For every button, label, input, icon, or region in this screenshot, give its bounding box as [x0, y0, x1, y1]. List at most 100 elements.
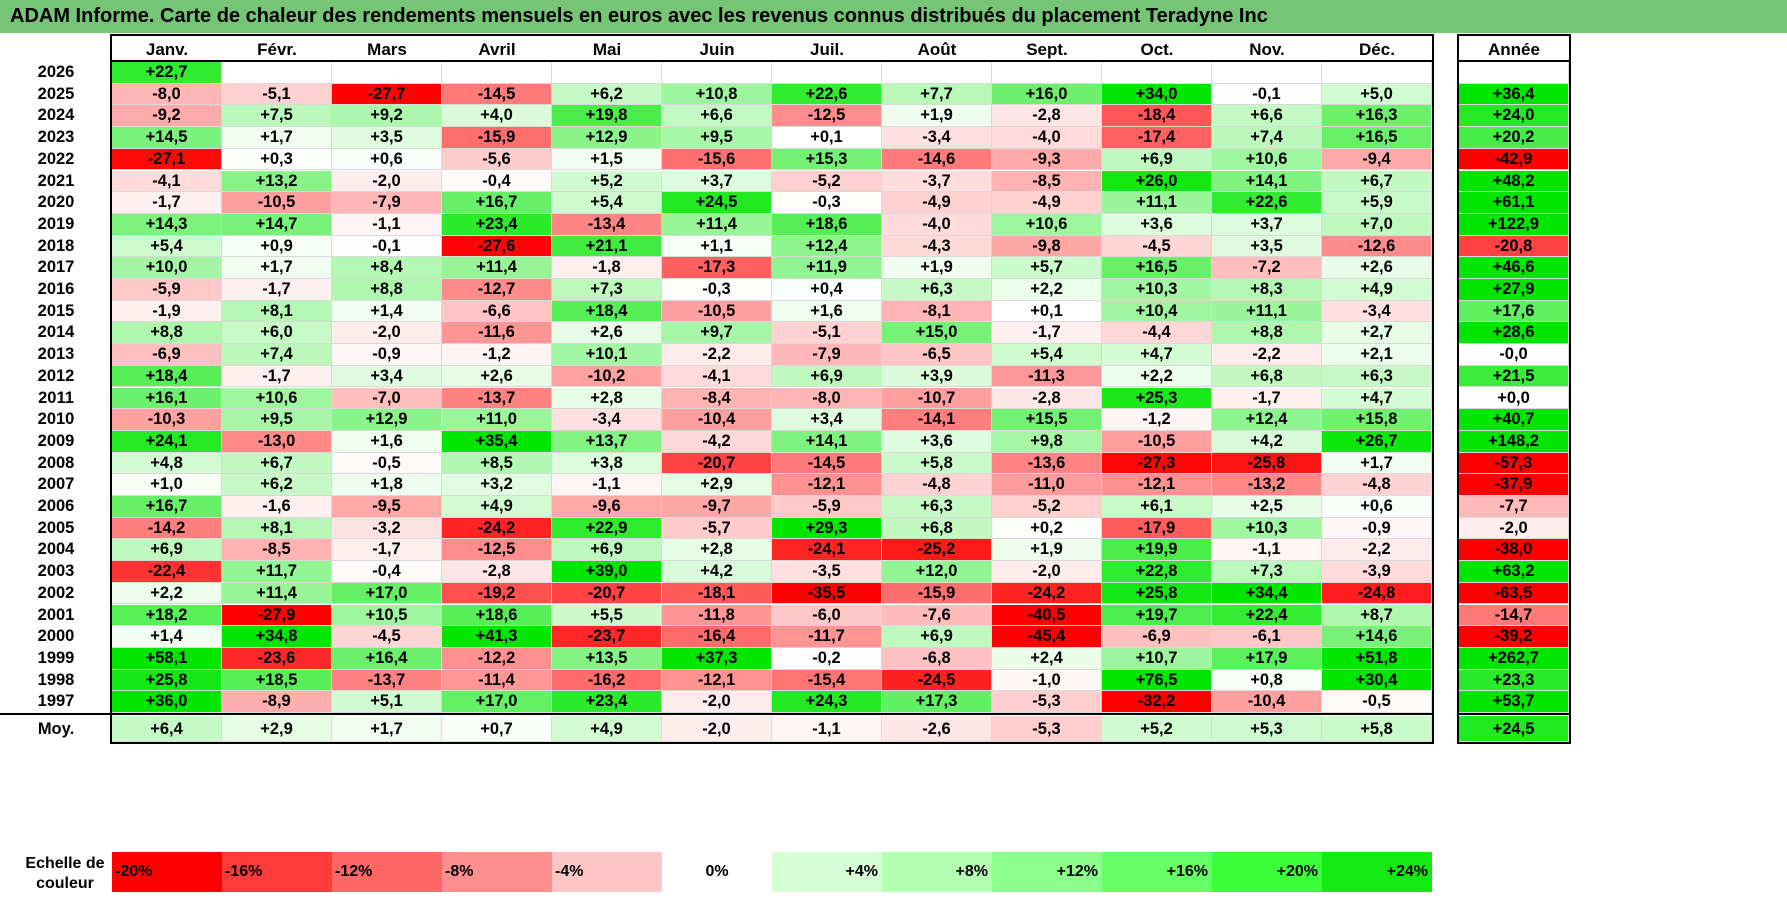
year-label: 2000 — [37, 627, 75, 646]
heatmap-cell: +7,3 — [552, 279, 662, 301]
heatmap-cell: -0,4 — [332, 561, 442, 583]
heatmap-cell: -1,2 — [1102, 409, 1212, 431]
heatmap-cell: -27,3 — [1102, 452, 1212, 475]
heatmap-cell: +3,6 — [1102, 213, 1212, 236]
heatmap-cell: +4,7 — [1102, 344, 1212, 366]
monthly-frame — [110, 34, 1434, 744]
scale-swatch: -16% — [222, 852, 332, 892]
heatmap-cell — [882, 62, 992, 84]
annual-cell: +262,7 — [1459, 647, 1569, 670]
heatmap-cell: +4,2 — [1212, 430, 1322, 453]
heatmap-cell: +3,2 — [442, 474, 552, 496]
heatmap-cell: +16,7 — [442, 192, 552, 214]
heatmap-cell: +5,1 — [332, 691, 442, 713]
heatmap-cell: +10,6 — [992, 213, 1102, 236]
heatmap-cell: +0,3 — [222, 148, 332, 171]
annual-cell: +48,2 — [1459, 170, 1569, 193]
heatmap-cell: -7,6 — [882, 604, 992, 627]
heatmap-cell: -4,2 — [662, 430, 772, 453]
annual-cell: -37,9 — [1459, 474, 1569, 496]
annual-cell: +122,9 — [1459, 213, 1569, 236]
heatmap-cell: -15,6 — [662, 148, 772, 171]
heatmap-cell: +7,7 — [882, 83, 992, 106]
heatmap-cell: +9,7 — [662, 322, 772, 345]
heatmap-cell: +21,1 — [552, 235, 662, 258]
annual-cell: +0,0 — [1459, 387, 1569, 410]
annual-cell: +61,1 — [1459, 192, 1569, 214]
month-header: Févr. — [257, 40, 297, 59]
heatmap-cell: -0,9 — [1322, 517, 1432, 540]
year-label: 2020 — [37, 193, 75, 212]
heatmap-cell: -20,7 — [662, 452, 772, 475]
heatmap-cell: +1,4 — [112, 626, 222, 648]
annual-cell: -57,3 — [1459, 452, 1569, 475]
heatmap-cell: -2,2 — [1322, 539, 1432, 562]
heatmap-cell: +34,0 — [1102, 83, 1212, 106]
heatmap-cell: +15,0 — [882, 322, 992, 345]
heatmap-cell: +1,9 — [882, 257, 992, 279]
average-cell: -2,6 — [882, 716, 992, 742]
heatmap-cell: -20,7 — [552, 582, 662, 605]
year-label: 2026 — [37, 63, 75, 81]
heatmap-cell: -25,8 — [1212, 452, 1322, 475]
heatmap-cell: +22,7 — [112, 62, 222, 84]
heatmap-cell: +14,3 — [112, 213, 222, 236]
heatmap-cell: -12,1 — [662, 669, 772, 692]
heatmap-cell: -10,5 — [1102, 430, 1212, 453]
annual-header-divider — [1459, 60, 1569, 62]
scale-swatch: +24% — [1322, 852, 1432, 892]
heatmap-cell: -2,0 — [662, 691, 772, 713]
heatmap-cell: -17,3 — [662, 257, 772, 279]
scale-swatch: -20% — [112, 852, 222, 892]
heatmap-cell: +9,5 — [662, 127, 772, 149]
heatmap-cell: +16,1 — [112, 387, 222, 410]
year-label: 2022 — [37, 149, 75, 168]
annual-cell: +27,9 — [1459, 279, 1569, 301]
heatmap-cell: +10,1 — [552, 344, 662, 366]
heatmap-cell: +6,6 — [662, 105, 772, 128]
heatmap-cell: +3,4 — [332, 365, 442, 388]
heatmap-cell: +10,8 — [662, 83, 772, 106]
heatmap-cell: -11,6 — [442, 322, 552, 345]
month-header: Juil. — [809, 40, 844, 59]
annual-average-divider — [1459, 713, 1569, 715]
heatmap-cell: -10,3 — [112, 409, 222, 431]
average-cell: -1,1 — [772, 716, 882, 742]
year-label: 2024 — [37, 106, 75, 125]
heatmap-cell: -2,8 — [992, 387, 1102, 410]
heatmap-cell: -0,1 — [1212, 83, 1322, 106]
heatmap-cell: -7,2 — [1212, 257, 1322, 279]
heatmap-cell: -6,0 — [772, 604, 882, 627]
heatmap-cell: +10,6 — [1212, 148, 1322, 171]
heatmap-cell: -1,9 — [112, 300, 222, 323]
average-cell: +2,9 — [222, 716, 332, 742]
heatmap-cell: +34,8 — [222, 626, 332, 648]
heatmap-cell: +11,0 — [442, 409, 552, 431]
heatmap-cell: -13,0 — [222, 430, 332, 453]
heatmap-cell: +0,6 — [332, 148, 442, 171]
heatmap-cell: -6,5 — [882, 344, 992, 366]
heatmap-cell: -18,4 — [1102, 105, 1212, 128]
heatmap-cell: +0,9 — [222, 235, 332, 258]
heatmap-cell: +3,8 — [552, 452, 662, 475]
heatmap-cell: +6,3 — [1322, 365, 1432, 388]
heatmap-cell: -17,4 — [1102, 127, 1212, 149]
heatmap-cell: +5,8 — [882, 452, 992, 475]
scale-swatch: 0% — [662, 852, 772, 892]
heatmap-cell: -8,0 — [772, 387, 882, 410]
scale-swatch: +8% — [882, 852, 992, 892]
heatmap-cell: -4,1 — [662, 365, 772, 388]
month-header: Avril — [478, 40, 516, 59]
heatmap-cell: +10,0 — [112, 257, 222, 279]
heatmap-cell: -9,3 — [992, 148, 1102, 171]
heatmap-cell: -3,5 — [772, 561, 882, 583]
heatmap-cell: -15,9 — [882, 582, 992, 605]
heatmap-cell: -12,7 — [442, 279, 552, 301]
heatmap-cell: +25,8 — [112, 669, 222, 692]
heatmap-cell: +1,6 — [332, 430, 442, 453]
heatmap-cell: -0,9 — [332, 344, 442, 366]
year-label: 2010 — [37, 410, 75, 429]
heatmap-cell: +8,1 — [222, 517, 332, 540]
heatmap-cell: +7,4 — [222, 344, 332, 366]
heatmap-cell: +10,3 — [1212, 517, 1322, 540]
